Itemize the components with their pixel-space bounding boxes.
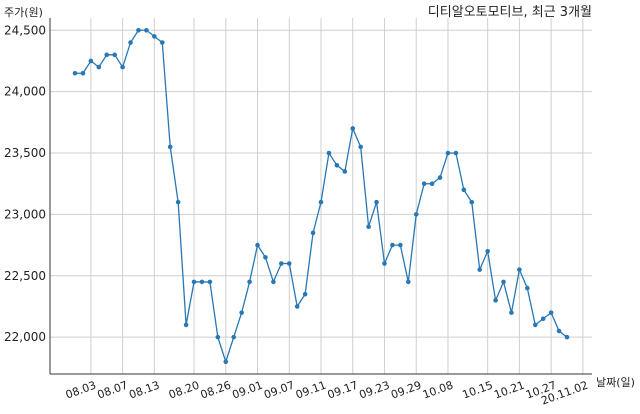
data-point: [485, 248, 490, 254]
data-point: [461, 187, 467, 193]
data-point: [493, 298, 498, 303]
data-point: [104, 52, 110, 58]
data-point: [128, 40, 133, 45]
x-tick-label: 08.07: [96, 379, 130, 402]
data-point: [342, 169, 348, 174]
data-point: [453, 150, 459, 156]
data-point: [167, 144, 173, 150]
data-point: [159, 40, 165, 45]
data-point: [382, 261, 387, 266]
x-tick-label: 09.07: [262, 379, 296, 402]
grid-lines: [50, 18, 592, 374]
x-tick-label: 08.13: [127, 379, 161, 402]
data-point: [413, 212, 419, 217]
data-point: [374, 199, 379, 205]
data-point: [318, 199, 324, 205]
x-tick-label: 09.01: [230, 379, 264, 402]
x-tick-label: 08.03: [64, 379, 98, 402]
data-point: [525, 285, 530, 291]
data-point: [96, 64, 102, 70]
data-point: [302, 291, 308, 297]
data-point: [239, 310, 244, 315]
x-tick-label: 10.15: [461, 379, 495, 402]
data-point: [405, 279, 411, 285]
data-point: [398, 242, 403, 248]
data-point: [207, 279, 213, 285]
data-point: [532, 322, 538, 328]
x-tick-label: 08.20: [167, 379, 201, 402]
data-point: [564, 334, 570, 340]
x-tick-label: 09.29: [389, 379, 423, 402]
data-point: [223, 359, 229, 365]
y-tick-label: 22,500: [4, 269, 46, 283]
data-point: [279, 261, 284, 266]
data-point: [80, 70, 86, 76]
data-point: [120, 64, 125, 70]
data-point: [437, 175, 443, 180]
data-point: [517, 267, 522, 272]
data-point: [366, 224, 371, 229]
data-point: [231, 334, 237, 340]
x-tick-label: 10.08: [421, 379, 455, 402]
data-point: [509, 310, 514, 315]
data-point: [88, 58, 94, 64]
y-tick-label: 23,500: [4, 146, 46, 160]
data-point: [358, 144, 363, 150]
data-point: [310, 230, 316, 236]
y-tick-label: 24,000: [4, 85, 46, 99]
data-point: [350, 126, 356, 131]
data-point: [421, 181, 427, 187]
data-point: [144, 27, 149, 33]
data-point: [429, 181, 435, 187]
data-point: [112, 52, 117, 58]
data-point: [183, 322, 189, 328]
data-point: [271, 279, 276, 285]
data-point: [263, 255, 268, 260]
data-point: [191, 279, 197, 285]
data-point: [199, 279, 205, 285]
data-point: [294, 304, 300, 309]
x-axis-label: 날짜(일): [596, 375, 635, 389]
data-point: [247, 279, 252, 285]
data-point: [175, 199, 181, 205]
data-point: [152, 34, 157, 39]
x-tick-label: 08.26: [199, 379, 233, 402]
axes: [49, 18, 592, 375]
data-point: [286, 261, 292, 266]
x-tick-label: 09.11: [294, 379, 328, 402]
chart-title: 디티알오토모티브, 최근 3개월: [428, 5, 592, 20]
data-point: [445, 150, 451, 156]
data-point: [136, 27, 141, 33]
price-markers: [72, 27, 570, 365]
data-point: [540, 316, 546, 322]
data-point: [477, 267, 483, 272]
x-tick-label: 10.21: [492, 379, 526, 402]
data-point: [255, 242, 260, 248]
y-tick-labels: 22,000 22,500 23,000 23,500 24,000 24,500: [4, 23, 46, 344]
y-tick-label: 24,500: [4, 23, 46, 37]
y-axis-label: 주가(원): [4, 6, 43, 19]
data-point: [72, 70, 78, 76]
data-point: [501, 279, 506, 285]
data-point: [334, 163, 340, 168]
data-point: [548, 310, 554, 315]
x-tick-label: 09.23: [357, 379, 391, 402]
x-tick-label: 09.17: [326, 379, 360, 402]
y-tick-label: 22,000: [4, 330, 46, 344]
data-point: [326, 150, 332, 156]
data-point: [556, 328, 562, 334]
data-point: [390, 242, 395, 248]
data-point: [469, 199, 475, 205]
data-point: [215, 334, 221, 340]
y-tick-label: 23,000: [4, 207, 46, 221]
